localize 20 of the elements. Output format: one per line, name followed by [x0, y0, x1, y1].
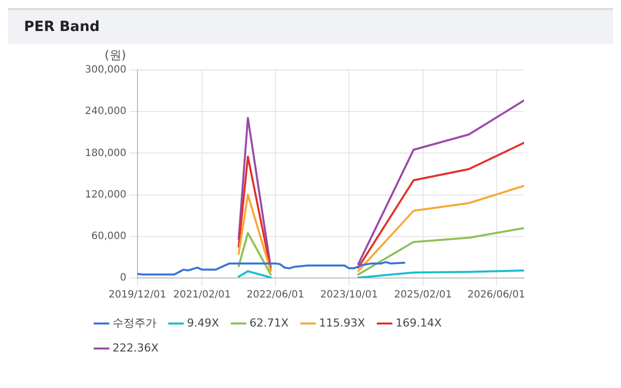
legend-label: 9.49X	[187, 316, 220, 330]
y-tick-label: 300,000	[84, 64, 126, 76]
legend-label: 169.14X	[396, 316, 442, 330]
y-tick-label: 180,000	[84, 148, 126, 159]
x-tick-label: 2021/02/01	[173, 290, 231, 301]
y-tick-label: 0	[120, 272, 126, 284]
legend-label: 62.71X	[250, 316, 290, 330]
legend-label: 222.36X	[112, 341, 159, 354]
legend-label: 115.93X	[319, 316, 366, 330]
x-tick-label: 2026/06/01	[468, 290, 526, 301]
x-tick-label: 2019/12/01	[108, 290, 166, 301]
y-tick-label: 120,000	[84, 189, 126, 200]
x-tick-label: 2023/10/01	[320, 290, 378, 301]
y-axis-title: (원)	[104, 48, 126, 62]
x-tick-label: 2025/02/01	[394, 290, 452, 301]
chart-title: PER Band	[8, 8, 613, 44]
y-tick-label: 60,000	[91, 230, 126, 242]
legend-label: 수정주가	[112, 316, 156, 330]
x-tick-label: 2022/06/01	[246, 290, 304, 301]
y-tick-label: 240,000	[84, 106, 126, 118]
